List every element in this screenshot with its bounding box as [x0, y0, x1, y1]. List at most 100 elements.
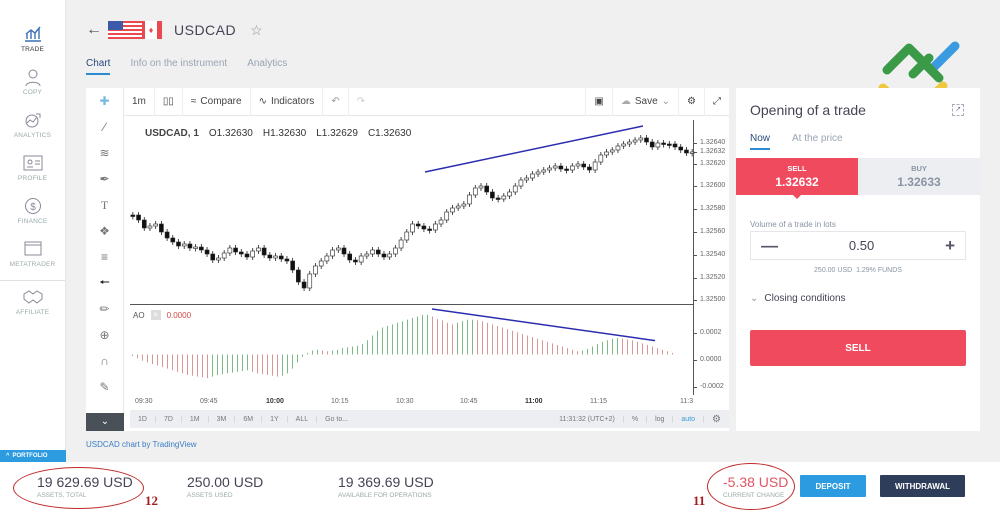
tab-analytics[interactable]: Analytics [247, 58, 288, 69]
volume-info: 250.00 USD 1.29% FUNDS [814, 267, 902, 274]
us-flag-icon [108, 21, 142, 39]
interval-selector[interactable]: 1m [124, 87, 155, 116]
measure-lines-icon[interactable]: ≡ [100, 250, 108, 264]
chart-trade-icon [24, 26, 41, 42]
tab-chart[interactable]: Chart [86, 58, 111, 75]
expand-panel-icon[interactable]: ↗ [952, 104, 964, 116]
closing-conditions-toggle[interactable]: ⌄ Closing conditions [750, 293, 846, 304]
brush-tool-icon[interactable]: ✒ [99, 172, 110, 186]
range-1y[interactable]: 1Y [262, 415, 288, 423]
handshake-icon [23, 290, 42, 304]
analytics-icon [25, 113, 40, 128]
screenshot-camera-icon[interactable]: ▣ [585, 87, 613, 116]
sidebar-item-analytics[interactable]: ANALYTICS [0, 106, 65, 149]
time-axis[interactable]: 09:30 09:45 10:00 10:15 10:30 10:45 11:0… [135, 398, 694, 405]
candle-style-icon[interactable]: ▯▯ [155, 87, 183, 116]
ao-legend: AO × 0.0000 [133, 310, 192, 320]
sidebar-divider [0, 280, 65, 281]
legend-symbol[interactable]: USDCAD, 1 [145, 128, 199, 139]
annotation-ellipse-assets [13, 467, 144, 509]
volume-input[interactable]: 0.50 [848, 238, 875, 253]
tradingview-credit-link[interactable]: USDCAD chart by TradingView [86, 440, 197, 449]
crosshair-icon[interactable]: ✚ [99, 94, 110, 108]
chevron-down-icon: ⌄ [750, 293, 759, 304]
trendline-tool-icon[interactable]: ∕ [103, 120, 106, 134]
arrow-left-icon[interactable]: 🠔 [99, 274, 110, 289]
range-1d[interactable]: 1D [130, 415, 156, 423]
sidebar-item-affiliate[interactable]: AFFILIATE [0, 283, 65, 326]
chevron-down-icon: ⌄ [661, 96, 671, 107]
selected-indicator [792, 194, 802, 199]
toolbar-collapse-button[interactable]: ⌄ [86, 413, 124, 431]
candlestick-plot[interactable] [130, 120, 695, 302]
svg-text:$: $ [30, 202, 36, 213]
compare-icon: ≈ [190, 96, 197, 107]
sidebar-item-copy[interactable]: COPY [0, 63, 65, 106]
favorite-star-icon[interactable]: ☆ [250, 21, 263, 38]
text-tool-icon[interactable]: T [100, 197, 109, 212]
lock-drawing-icon[interactable]: ✎ [99, 380, 110, 394]
range-6m[interactable]: 6M [235, 415, 263, 423]
chart-top-toolbar: 1m ▯▯ ≈ Compare ∿ Indicators ↶ ↷ ▣ ☁ Save ⌄ … [124, 87, 729, 116]
price-axis[interactable]: 1.32640 1.32632 1.32620 1.32600 1.32580 … [693, 120, 729, 395]
tab-info[interactable]: Info on the instrument [130, 58, 228, 69]
annotation-ellipse-change [707, 463, 795, 510]
redo-icon[interactable]: ↷ [356, 96, 366, 107]
goto-date-button[interactable]: Go to... [325, 415, 349, 423]
fullscreen-icon[interactable]: ⤢ [713, 96, 721, 107]
settings-gear-icon[interactable]: ⚙ [679, 87, 705, 116]
log-scale-toggle[interactable]: log [647, 415, 674, 423]
assets-used: 250.00 USD ASSETS USED [187, 474, 264, 499]
instrument-tabs: Chart Info on the instrument Analytics [86, 58, 287, 75]
portfolio-toggle[interactable]: ^ PORTFOLIO [0, 450, 66, 462]
range-all[interactable]: ALL [288, 415, 318, 423]
annotation-number-11: 11 [693, 493, 706, 508]
compare-button[interactable]: ≈ Compare [183, 87, 251, 116]
increase-volume-button[interactable]: + [945, 235, 955, 255]
user-copy-icon [25, 69, 40, 87]
sell-price-button[interactable]: SELL 1.32632 [736, 158, 858, 195]
cloud-icon: ☁ [620, 96, 631, 107]
range-7d[interactable]: 7D [156, 415, 182, 423]
withdrawal-button[interactable]: WITHDRAWAL [880, 475, 965, 497]
sidebar-item-profile[interactable]: PROFILE [0, 149, 65, 192]
dollar-coin-icon: $ [24, 198, 41, 214]
range-3m[interactable]: 3M [209, 415, 236, 423]
back-arrow-icon[interactable]: ← [86, 21, 102, 38]
magnet-icon[interactable]: ∩ [100, 354, 109, 368]
chevron-up-icon: ^ [6, 453, 10, 459]
chart-widget: ✚ ∕ ≋ ✒ T ❖ ≡ 🠔 ✏ ⊕ ∩ ✎ ⌄ 1m ▯▯ ≈ Compare… [86, 87, 729, 431]
sidebar-item-metatrader[interactable]: METATRADER [0, 235, 65, 278]
sidebar-item-finance[interactable]: $ FINANCE [0, 192, 65, 235]
available-funds: 19 369.69 USD AVAILABLE FOR OPERATIONS [338, 474, 434, 499]
save-button[interactable]: ☁ Save ⌄ [613, 87, 680, 116]
instrument-title: USDCAD [174, 22, 237, 38]
drawing-toolbar: ✚ ∕ ≋ ✒ T ❖ ≡ 🠔 ✏ ⊕ ∩ ✎ ⌄ [86, 88, 124, 431]
tab-now[interactable]: Now [750, 133, 771, 150]
awesome-oscillator-plot[interactable] [130, 304, 693, 394]
decrease-volume-button[interactable]: — [761, 235, 778, 255]
close-indicator-icon[interactable]: × [150, 310, 161, 320]
scale-settings-icon[interactable]: ⚙ [712, 413, 721, 425]
zoom-in-icon[interactable]: ⊕ [99, 328, 110, 342]
deposit-button[interactable]: DEPOSIT [800, 475, 866, 497]
percent-scale-toggle[interactable]: % [624, 415, 648, 423]
order-type-tabs: Now At the price [750, 133, 843, 150]
price-legend: USDCAD, 1 O1.32630 H1.32630 L1.32629 C1.… [145, 128, 412, 139]
undo-icon[interactable]: ↶ [323, 87, 349, 116]
range-1m[interactable]: 1M [182, 415, 209, 423]
indicators-button[interactable]: ∿ Indicators [251, 87, 324, 116]
sidebar-item-trade[interactable]: TRADE [0, 20, 65, 63]
sell-submit-button[interactable]: SELL [750, 330, 966, 366]
pitchfork-tool-icon[interactable]: ≋ [99, 146, 110, 160]
ruler-icon[interactable]: ✏ [99, 302, 110, 316]
chart-clock: 11:31:32 (UTC+2) [551, 415, 624, 423]
window-icon [24, 241, 41, 256]
auto-scale-toggle[interactable]: auto [673, 415, 705, 423]
buy-price-button[interactable]: BUY 1.32633 [858, 158, 980, 195]
canada-flag-icon: ♦ [140, 21, 162, 39]
trade-panel: Opening of a trade ↗ Now At the price SE… [736, 88, 980, 431]
pattern-tool-icon[interactable]: ❖ [99, 224, 110, 238]
indicators-icon: ∿ [258, 96, 267, 107]
tab-at-price[interactable]: At the price [792, 133, 843, 144]
